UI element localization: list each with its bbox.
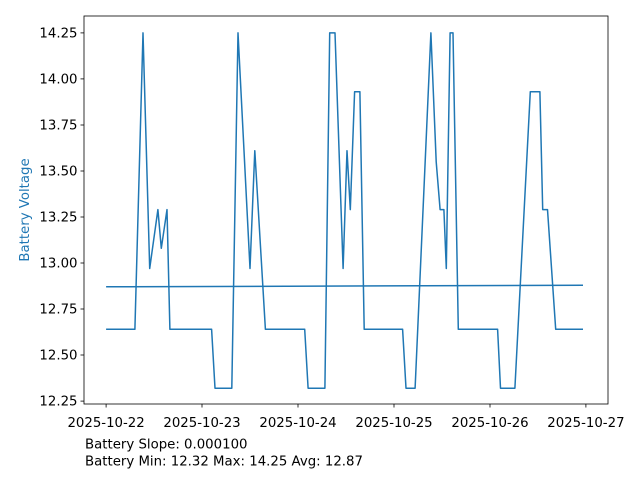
plot-area: 2025-10-22 2025-10-23 2025-10-24 2025-10-25… xyxy=(39,15,625,431)
footer-slope-text: Battery Slope: 0.000100 xyxy=(85,438,247,453)
plot-frame xyxy=(83,15,609,405)
x-tick-label: 2025-10-26 xyxy=(451,416,528,431)
series-battery-voltage xyxy=(106,32,583,389)
y-tick-label: 13.00 xyxy=(39,257,77,272)
x-tick-label: 2025-10-27 xyxy=(547,416,624,431)
x-tick-label: 2025-10-25 xyxy=(355,416,432,431)
y-axis-label: Battery Voltage xyxy=(18,158,33,261)
y-tick-label: 13.25 xyxy=(39,211,77,226)
y-tick-label: 14.00 xyxy=(39,73,77,88)
footer-minmax-text: Battery Min: 12.32 Max: 14.25 Avg: 12.87 xyxy=(85,455,363,470)
x-tick-label: 2025-10-24 xyxy=(259,416,336,431)
y-tick-label: 13.50 xyxy=(39,165,77,180)
y-tick-label: 12.75 xyxy=(39,303,77,318)
y-tick-label: 13.75 xyxy=(39,119,77,134)
x-tick-label: 2025-10-22 xyxy=(67,416,144,431)
x-tick-label: 2025-10-23 xyxy=(163,416,240,431)
y-tick-label: 12.50 xyxy=(39,349,77,364)
y-tick-label: 14.25 xyxy=(39,27,77,42)
series-battery-trend xyxy=(106,284,584,288)
y-tick-label: 12.25 xyxy=(39,395,77,410)
